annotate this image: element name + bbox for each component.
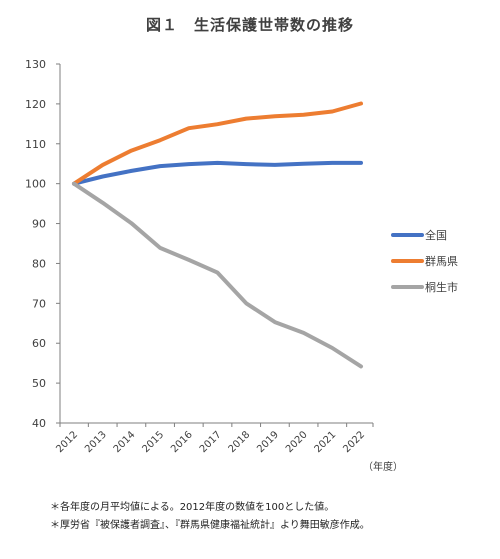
y-tick-label: 40 xyxy=(32,417,46,430)
x-tick-label: 2021 xyxy=(313,429,339,455)
x-tick-label: 2012 xyxy=(54,429,80,455)
y-tick-label: 80 xyxy=(32,257,46,270)
y-tick-label: 90 xyxy=(32,218,46,231)
series-line-1 xyxy=(72,101,363,186)
x-tick-label: 2013 xyxy=(83,429,109,455)
y-tick-label: 100 xyxy=(25,178,46,191)
y-tick-label: 70 xyxy=(32,297,46,310)
y-tick-label: 130 xyxy=(25,58,46,71)
legend-label: 全国 xyxy=(425,228,447,242)
y-tick-label: 50 xyxy=(32,377,46,390)
x-tick-label: 2015 xyxy=(140,429,166,455)
chart-title: 図１ 生活保護世帯数の推移 xyxy=(145,16,354,34)
x-axis-label: （年度） xyxy=(363,460,403,473)
series-line-0 xyxy=(72,160,363,186)
x-tick-label: 2018 xyxy=(227,429,253,455)
x-tick-label: 2019 xyxy=(255,429,281,455)
series-line-2 xyxy=(72,181,363,369)
y-tick-label: 110 xyxy=(25,138,46,151)
footnote-1: ＊各年度の月平均値による。2012年度の数値を100とした値。 xyxy=(50,502,335,513)
x-tick-label: 2014 xyxy=(112,429,138,455)
x-tick-label: 2020 xyxy=(284,429,310,455)
x-tick-label: 2017 xyxy=(198,429,224,455)
y-tick-label: 60 xyxy=(32,337,46,350)
legend-label: 群馬県 xyxy=(425,254,458,268)
footnote-2: ＊厚労省『被保護者調査』、『群馬県健康福祉統計』より舞田敏彦作成。 xyxy=(50,520,370,531)
y-tick-label: 120 xyxy=(25,98,46,111)
series-lines xyxy=(72,101,363,369)
legend-label: 桐生市 xyxy=(425,280,458,294)
x-tick-label: 2022 xyxy=(341,429,367,455)
x-tick-label: 2016 xyxy=(169,429,195,455)
axes: 40 50 60 70 80 90 100 110 120 130 2012 2013 2014 2015… xyxy=(25,58,403,473)
